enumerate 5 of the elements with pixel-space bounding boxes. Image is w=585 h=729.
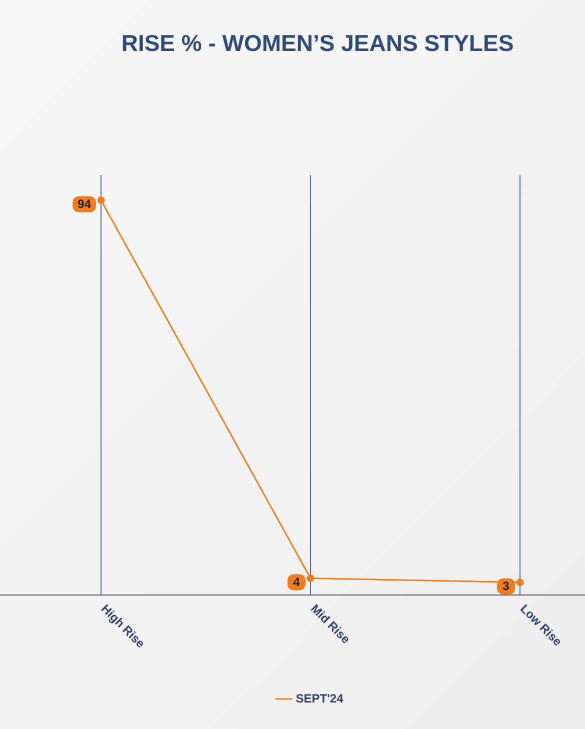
legend-label: SEPT'24 (296, 691, 344, 706)
data-label: 94 (78, 197, 92, 212)
data-label: 3 (502, 579, 510, 594)
data-label: 4 (293, 575, 300, 590)
chart-title: RISE % - WOMEN’S JEANS STYLES (120, 30, 515, 57)
